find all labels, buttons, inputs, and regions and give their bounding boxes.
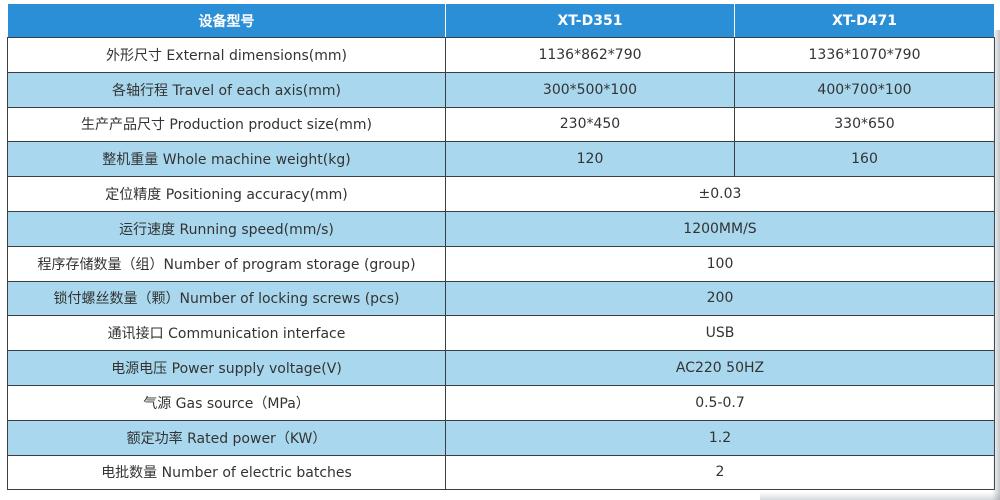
table-row: 锁付螺丝数量（颗）Number of locking screws (pcs) 2… xyxy=(7,280,995,317)
spec-shared-value-cell: 2 xyxy=(445,454,995,491)
table-row: 通讯接口 Communication interface USB xyxy=(7,315,995,352)
spec-name-cell: 锁付螺丝数量（颗）Number of locking screws (pcs) xyxy=(7,280,446,317)
table-row: 定位精度 Positioning accuracy(mm) ±0.03 xyxy=(7,176,995,212)
spec-table-header: 设备型号 XT-D351 XT-D471 xyxy=(7,3,995,38)
spec-shared-value-cell: AC220 50HZ xyxy=(445,350,995,386)
spec-name-cell: 定位精度 Positioning accuracy(mm) xyxy=(7,176,446,212)
spec-shared-value-cell: 1200MM/S xyxy=(445,210,995,247)
spec-value-b-cell: 330*650 xyxy=(734,106,995,143)
table-row: 额定功率 Rated power（KW） 1.2 xyxy=(7,419,995,456)
spec-table: 设备型号 XT-D351 XT-D471 外形尺寸 External dimen… xyxy=(7,3,995,491)
spec-value-a-cell: 120 xyxy=(445,141,735,178)
spec-table-body: 外形尺寸 External dimensions(mm) 1136*862*790… xyxy=(7,37,995,491)
spec-value-b-cell: 160 xyxy=(734,141,995,178)
spec-shared-value-cell: 1.2 xyxy=(445,419,995,456)
spec-name-cell: 运行速度 Running speed(mm/s) xyxy=(7,210,446,247)
spec-name-cell: 外形尺寸 External dimensions(mm) xyxy=(7,37,446,73)
spec-value-a-cell: 230*450 xyxy=(445,106,735,143)
spec-name-cell: 整机重量 Whole machine weight(kg) xyxy=(7,141,446,178)
page-edge-shadow xyxy=(992,30,1000,500)
table-row: 程序存储数量（组）Number of program storage (grou… xyxy=(7,245,995,282)
spec-name-cell: 气源 Gas source（MPa） xyxy=(7,384,446,421)
spec-name-cell: 电批数量 Number of electric batches xyxy=(7,454,446,491)
spec-shared-value-cell: 0.5-0.7 xyxy=(445,384,995,421)
spec-value-b-cell: 400*700*100 xyxy=(734,71,995,108)
spec-shared-value-cell: USB xyxy=(445,315,995,352)
header-model-b: XT-D471 xyxy=(734,3,995,38)
header-equipment-model: 设备型号 xyxy=(7,3,446,38)
page-bottom-shadow xyxy=(760,492,1000,500)
spec-name-cell: 通讯接口 Communication interface xyxy=(7,315,446,352)
table-row: 电批数量 Number of electric batches 2 xyxy=(7,454,995,491)
spec-shared-value-cell: ±0.03 xyxy=(445,176,995,212)
spec-name-cell: 生产产品尺寸 Production product size(mm) xyxy=(7,106,446,143)
spec-value-b-cell: 1336*1070*790 xyxy=(734,37,995,73)
table-row: 气源 Gas source（MPa） 0.5-0.7 xyxy=(7,384,995,421)
spec-value-a-cell: 1136*862*790 xyxy=(445,37,735,73)
spec-shared-value-cell: 200 xyxy=(445,280,995,317)
table-row: 生产产品尺寸 Production product size(mm) 230*45… xyxy=(7,106,995,143)
spec-value-a-cell: 300*500*100 xyxy=(445,71,735,108)
spec-shared-value-cell: 100 xyxy=(445,245,995,282)
table-row: 电源电压 Power supply voltage(V) AC220 50HZ xyxy=(7,350,995,386)
spec-name-cell: 额定功率 Rated power（KW） xyxy=(7,419,446,456)
header-row: 设备型号 XT-D351 XT-D471 xyxy=(7,3,995,38)
spec-name-cell: 电源电压 Power supply voltage(V) xyxy=(7,350,446,386)
table-row: 各轴行程 Travel of each axis(mm) 300*500*100 4… xyxy=(7,71,995,108)
table-row: 外形尺寸 External dimensions(mm) 1136*862*790… xyxy=(7,37,995,73)
spec-name-cell: 各轴行程 Travel of each axis(mm) xyxy=(7,71,446,108)
table-row: 整机重量 Whole machine weight(kg) 120 160 xyxy=(7,141,995,178)
header-model-a: XT-D351 xyxy=(445,3,735,38)
table-row: 运行速度 Running speed(mm/s) 1200MM/S xyxy=(7,210,995,247)
spec-name-cell: 程序存储数量（组）Number of program storage (grou… xyxy=(7,245,446,282)
